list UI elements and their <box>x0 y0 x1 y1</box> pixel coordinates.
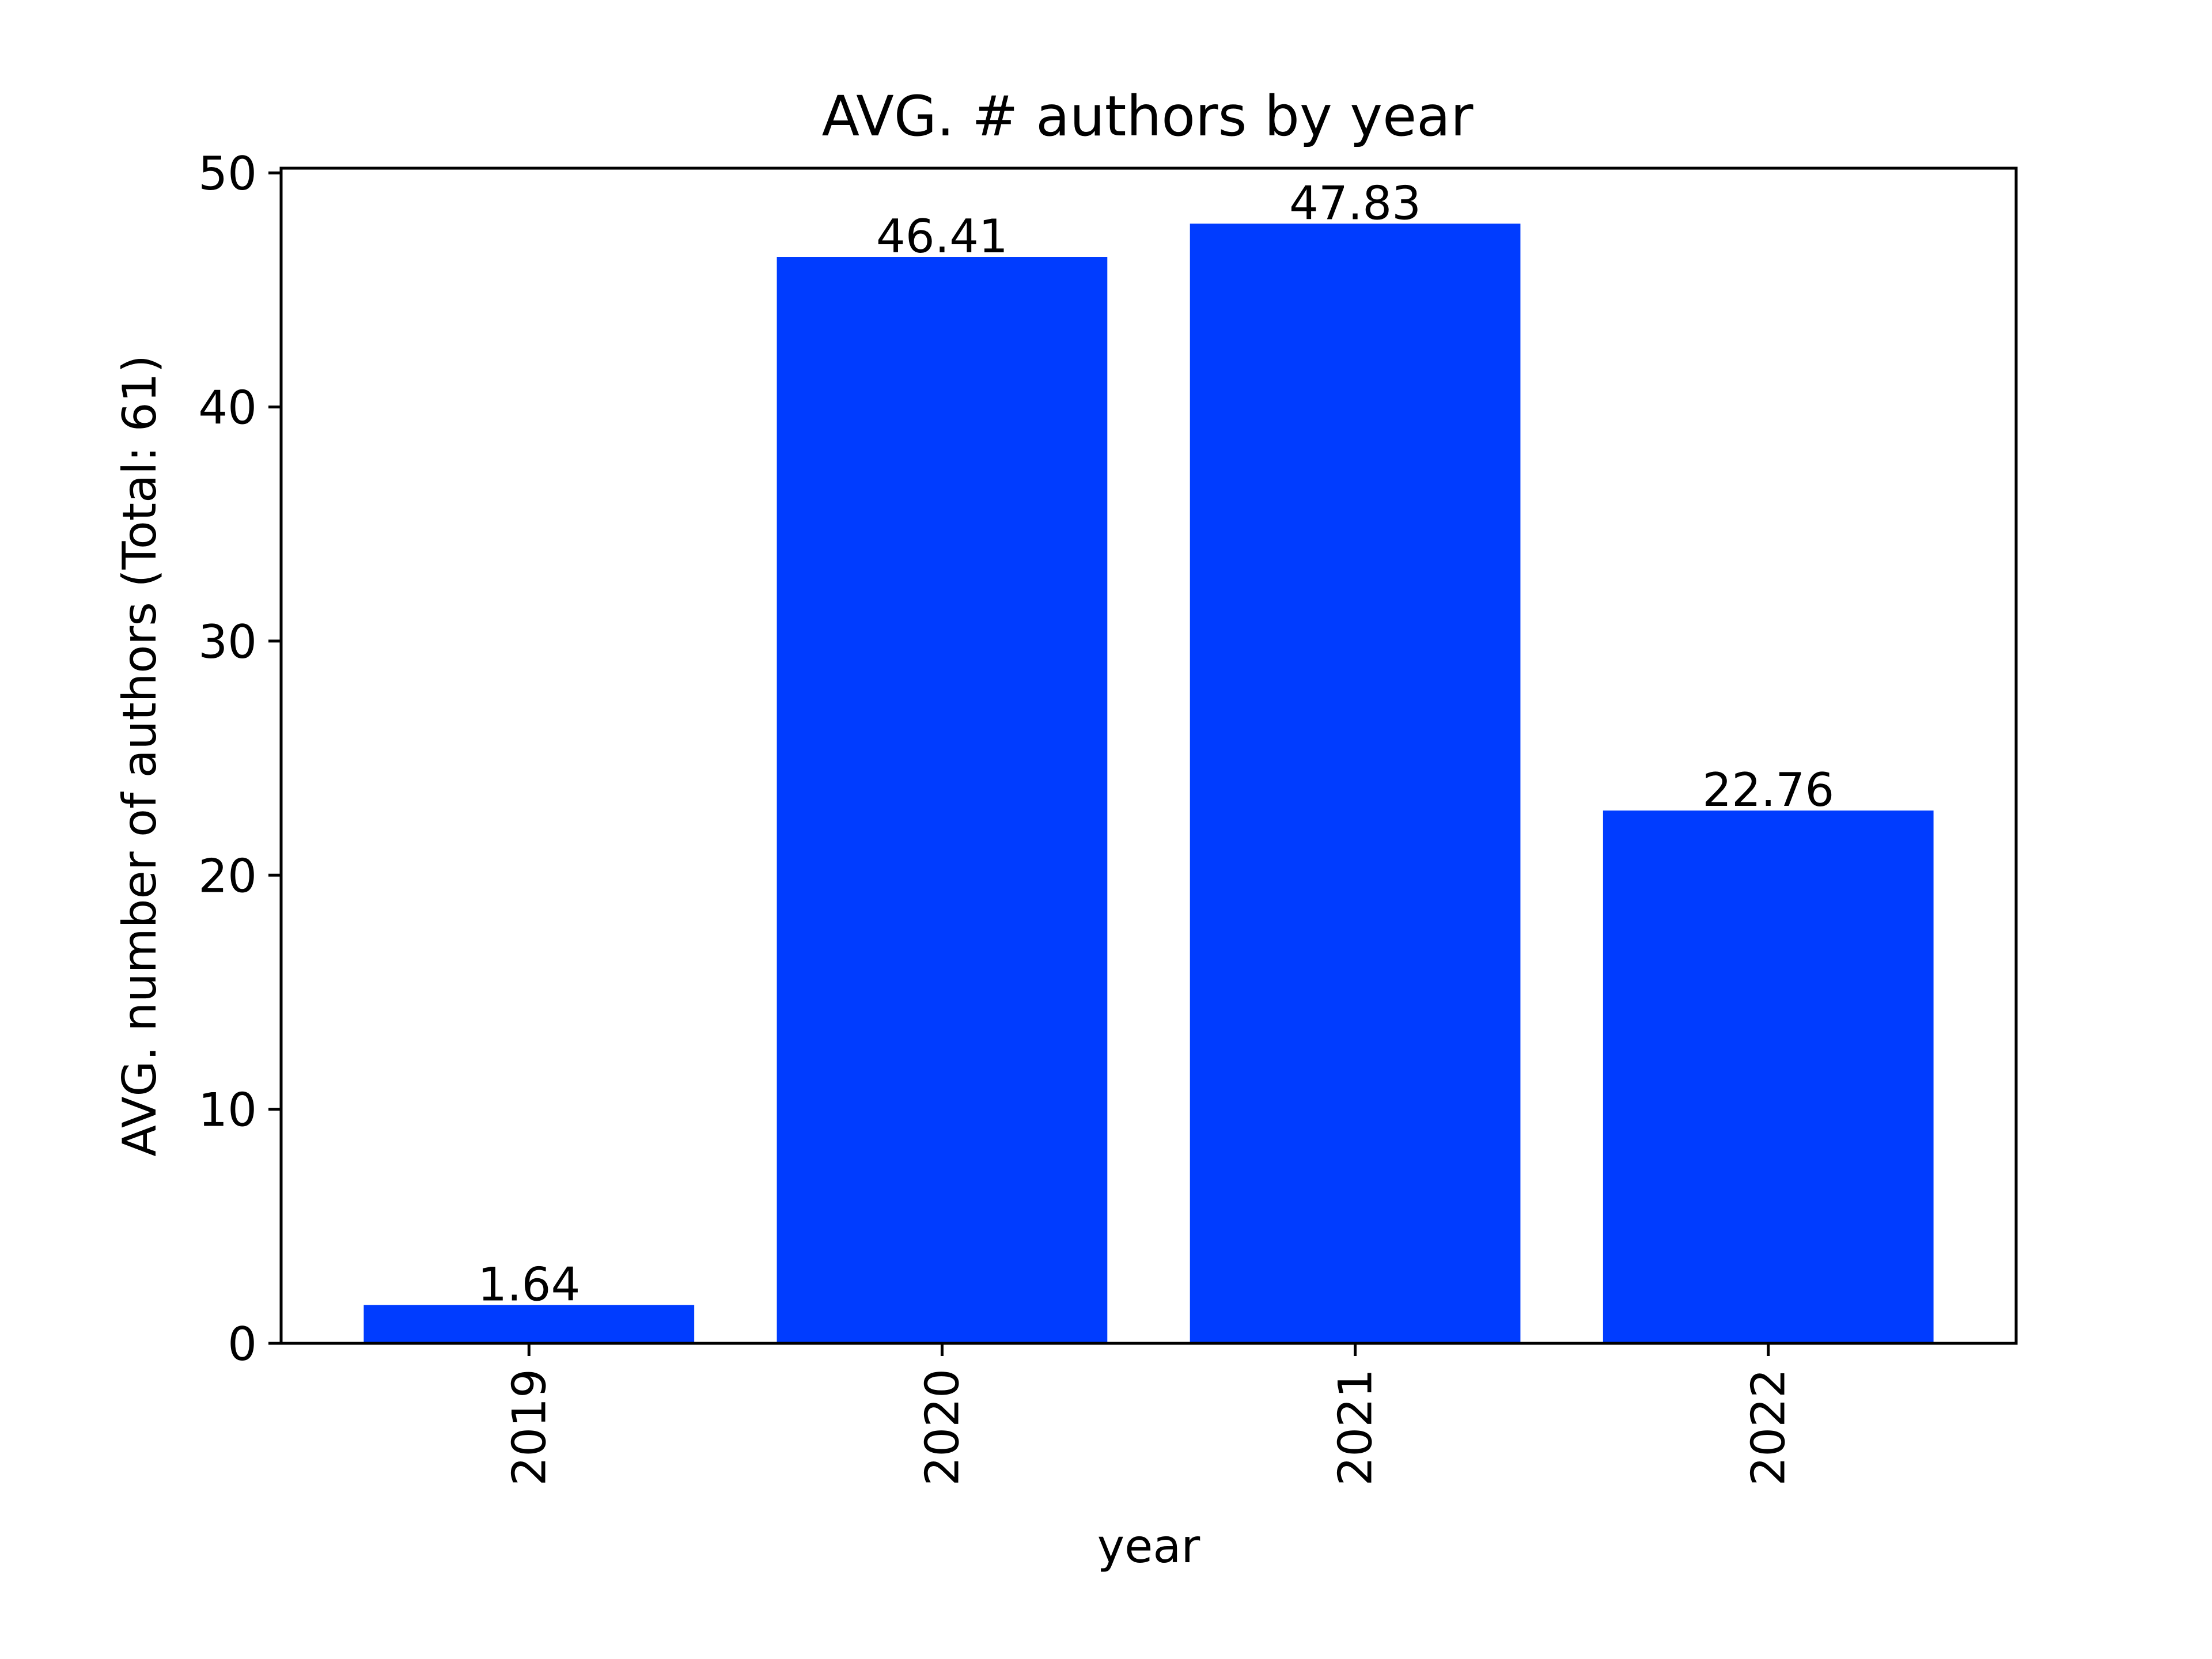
x-tick-label-2022: 2022 <box>1742 1369 1796 1486</box>
x-tick-label-2020: 2020 <box>915 1369 969 1486</box>
y-tick-label-0: 0 <box>228 1317 257 1371</box>
x-axis-label: year <box>1097 1520 1200 1573</box>
bar-2020 <box>777 257 1108 1344</box>
data-label-2021: 47.83 <box>1289 176 1421 230</box>
data-label-2019: 1.64 <box>478 1257 580 1311</box>
y-tick-label-10: 10 <box>198 1084 257 1137</box>
y-axis: 0 10 20 30 40 50 <box>198 147 281 1371</box>
bar-2021 <box>1190 224 1521 1343</box>
chart-title: AVG. # authors by year <box>822 84 1474 149</box>
y-tick-label-50: 50 <box>198 147 257 200</box>
x-axis: 2019 2020 2021 2022 <box>502 1343 1796 1486</box>
data-label-2022: 22.76 <box>1702 763 1834 817</box>
data-labels-group: 1.64 46.41 47.83 22.76 <box>478 176 1834 1311</box>
plot-frame <box>279 166 2018 1345</box>
y-axis-label: AVG. number of authors (Total: 61) <box>113 355 166 1157</box>
data-label-2020: 46.41 <box>876 210 1008 263</box>
y-tick-label-20: 20 <box>198 849 257 903</box>
x-tick-label-2021: 2021 <box>1329 1369 1382 1486</box>
y-tick-label-30: 30 <box>198 615 257 669</box>
x-tick-label-2019: 2019 <box>502 1369 556 1486</box>
bars-group <box>363 224 1934 1344</box>
y-tick-label-40: 40 <box>198 381 257 435</box>
bar-2022 <box>1603 810 1934 1343</box>
bar-2019 <box>363 1305 695 1343</box>
